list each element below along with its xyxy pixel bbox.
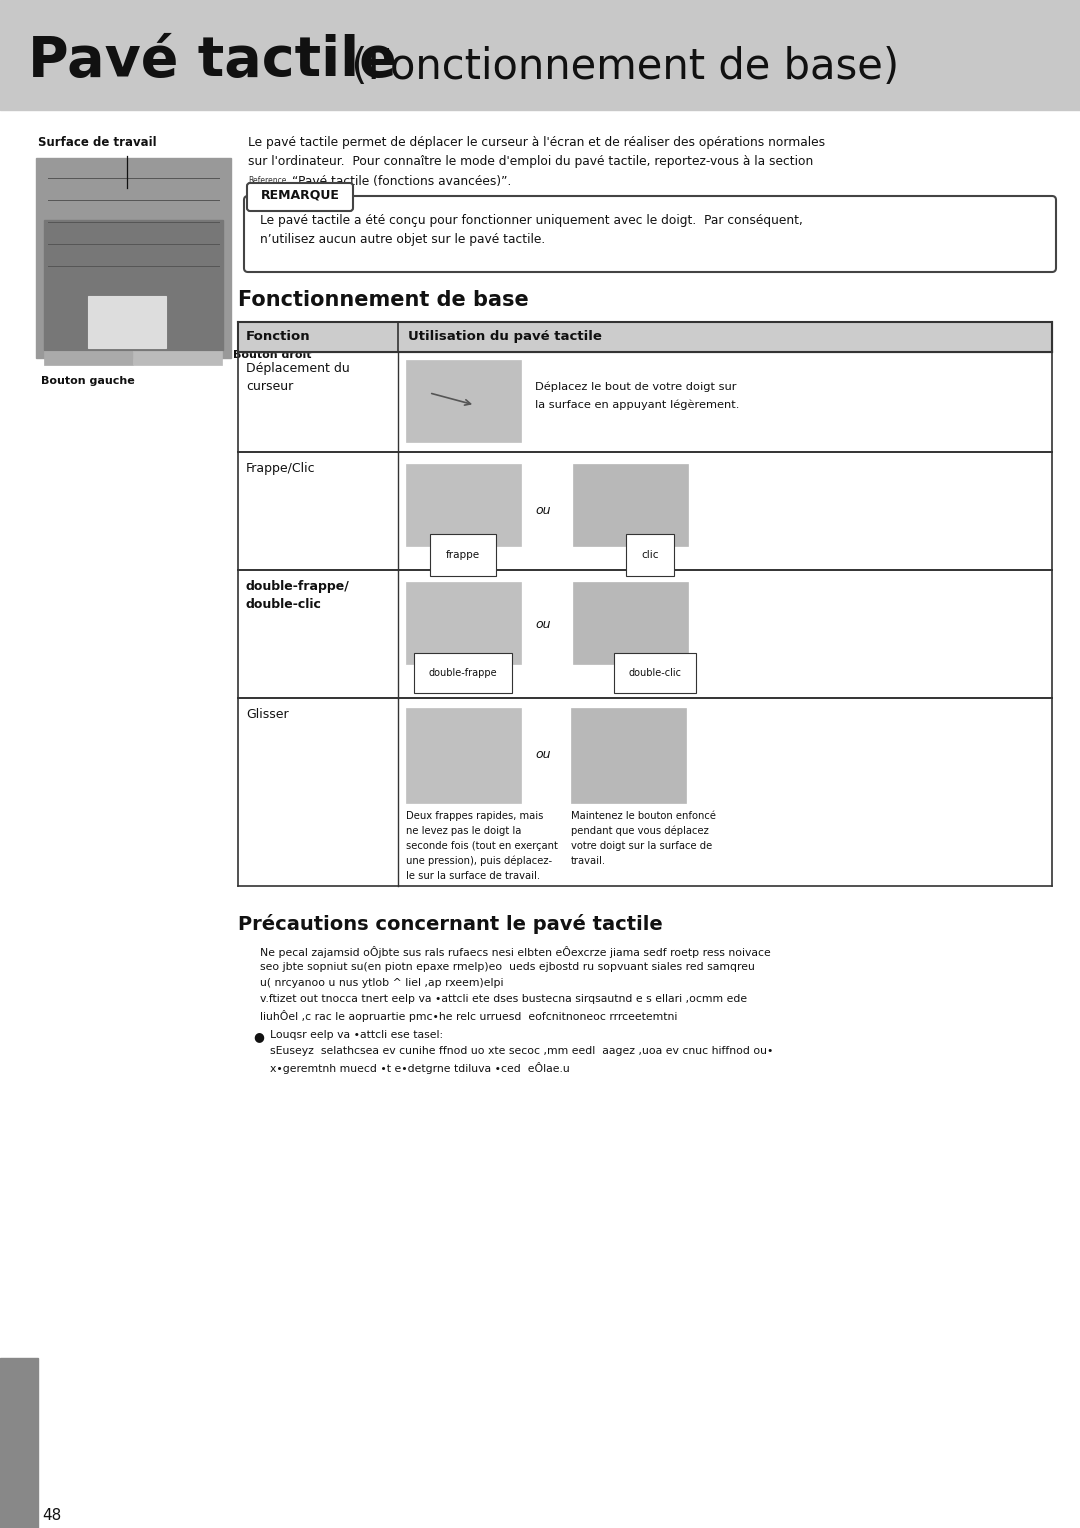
- Text: Pavé tactile: Pavé tactile: [28, 34, 396, 89]
- Text: double-clic: double-clic: [629, 668, 681, 678]
- Text: ou: ou: [536, 504, 551, 518]
- Bar: [133, 351, 222, 365]
- Text: ou: ou: [536, 749, 551, 761]
- Text: Utilisation du pavé tactile: Utilisation du pavé tactile: [408, 330, 602, 342]
- Text: Bouton gauche: Bouton gauche: [41, 376, 135, 387]
- Text: (Fonctionnement de base): (Fonctionnement de base): [338, 46, 900, 89]
- FancyBboxPatch shape: [247, 183, 353, 211]
- Text: double-frappe: double-frappe: [429, 668, 497, 678]
- Bar: [238, 322, 1052, 351]
- Text: Précautions concernant le pavé tactile: Précautions concernant le pavé tactile: [238, 914, 663, 934]
- Text: clic: clic: [642, 550, 659, 559]
- Bar: [44, 351, 133, 365]
- Text: frappe: frappe: [446, 550, 481, 559]
- Text: Reference
Manual: Reference Manual: [248, 176, 286, 194]
- Text: Déplacement du
curseur: Déplacement du curseur: [246, 362, 350, 393]
- Text: la surface en appuyant légèrement.: la surface en appuyant légèrement.: [535, 399, 740, 410]
- Text: REMARQUE: REMARQUE: [260, 189, 339, 202]
- Bar: [87, 296, 166, 348]
- Text: u( nrcyanoo u nus ytlob ^ liel ,ap rxeem)elpi: u( nrcyanoo u nus ytlob ^ liel ,ap rxeem…: [260, 978, 503, 989]
- Text: Maintenez le bouton enfoncé: Maintenez le bouton enfoncé: [571, 811, 716, 821]
- Text: le sur la surface de travail.: le sur la surface de travail.: [406, 871, 540, 882]
- Text: pendant que vous déplacez: pendant que vous déplacez: [571, 827, 708, 836]
- Bar: [0, 0, 1080, 110]
- Text: double-frappe/
double-clic: double-frappe/ double-clic: [246, 581, 350, 611]
- Text: x•geremtnh muecd •t e•detgrne tdiluva •ced  eÔlae.u: x•geremtnh muecd •t e•detgrne tdiluva •c…: [270, 1062, 570, 1074]
- Text: Fonctionnement de base: Fonctionnement de base: [238, 290, 529, 310]
- Bar: [406, 361, 521, 442]
- Text: ou: ou: [536, 617, 551, 631]
- Text: ne levez pas le doigt la: ne levez pas le doigt la: [406, 827, 522, 836]
- Text: Fonction: Fonction: [246, 330, 311, 342]
- Text: Le pavé tactile permet de déplacer le curseur à l'écran et de réaliser des opéra: Le pavé tactile permet de déplacer le cu…: [248, 136, 825, 150]
- Text: votre doigt sur la surface de: votre doigt sur la surface de: [571, 840, 712, 851]
- Bar: [406, 707, 521, 804]
- Text: seconde fois (tout en exerçant: seconde fois (tout en exerçant: [406, 840, 558, 851]
- Bar: [571, 707, 686, 804]
- Text: seo jbte sopniut su(en piotn epaxe rmelp)eo  ueds ejbostd ru sopvuant siales red: seo jbte sopniut su(en piotn epaxe rmelp…: [260, 963, 755, 972]
- Text: Frappe/Clic: Frappe/Clic: [246, 461, 315, 475]
- Bar: [573, 465, 688, 545]
- Text: Glisser: Glisser: [246, 707, 288, 721]
- Text: Déplacez le bout de votre doigt sur: Déplacez le bout de votre doigt sur: [535, 382, 737, 393]
- Bar: [0, 1358, 38, 1528]
- Text: ●: ●: [253, 1030, 264, 1044]
- Text: travail.: travail.: [571, 856, 606, 866]
- Text: v.ftizet out tnocca tnert eelp va •attcli ete dses bustecna sirqsautnd e s ellar: v.ftizet out tnocca tnert eelp va •attcl…: [260, 995, 747, 1004]
- Text: sEuseyz  selathcsea ev cunihe ffnod uo xte secoc ,mm eedl  aagez ,uoa ev cnuc hi: sEuseyz selathcsea ev cunihe ffnod uo xt…: [270, 1047, 773, 1056]
- Text: Le pavé tactile a été conçu pour fonctionner uniquement avec le doigt.  Par cons: Le pavé tactile a été conçu pour fonctio…: [260, 214, 802, 228]
- Text: sur l'ordinateur.  Pour connaître le mode d'emploi du pavé tactile, reportez-vou: sur l'ordinateur. Pour connaître le mode…: [248, 154, 813, 168]
- Bar: [44, 220, 222, 350]
- Text: Ne pecal zajamsid oÔjbte sus rals rufaecs nesi elbten eÔexcrze jiama sedf roetp : Ne pecal zajamsid oÔjbte sus rals rufaec…: [260, 946, 771, 958]
- FancyBboxPatch shape: [244, 196, 1056, 272]
- Text: n’utilisez aucun autre objet sur le pavé tactile.: n’utilisez aucun autre objet sur le pavé…: [260, 232, 545, 246]
- Text: 48: 48: [42, 1508, 62, 1523]
- Text: Louqsr eelp va •attcli ese tasel:: Louqsr eelp va •attcli ese tasel:: [270, 1030, 443, 1041]
- Bar: [573, 582, 688, 665]
- Text: Surface de travail: Surface de travail: [38, 136, 157, 150]
- Bar: [36, 157, 231, 358]
- Text: une pression), puis déplacez-: une pression), puis déplacez-: [406, 856, 552, 866]
- Text: Deux frappes rapides, mais: Deux frappes rapides, mais: [406, 811, 543, 821]
- Bar: [406, 465, 521, 545]
- Text: liuhÔel ,c rac le aopruartie pmc•he relc urruesd  eofcnitnoneoc rrrceetemtni: liuhÔel ,c rac le aopruartie pmc•he relc…: [260, 1010, 677, 1022]
- Text: “Pavé tactile (fonctions avancées)”.: “Pavé tactile (fonctions avancées)”.: [292, 176, 511, 188]
- Text: Bouton droit: Bouton droit: [233, 350, 311, 361]
- Bar: [406, 582, 521, 665]
